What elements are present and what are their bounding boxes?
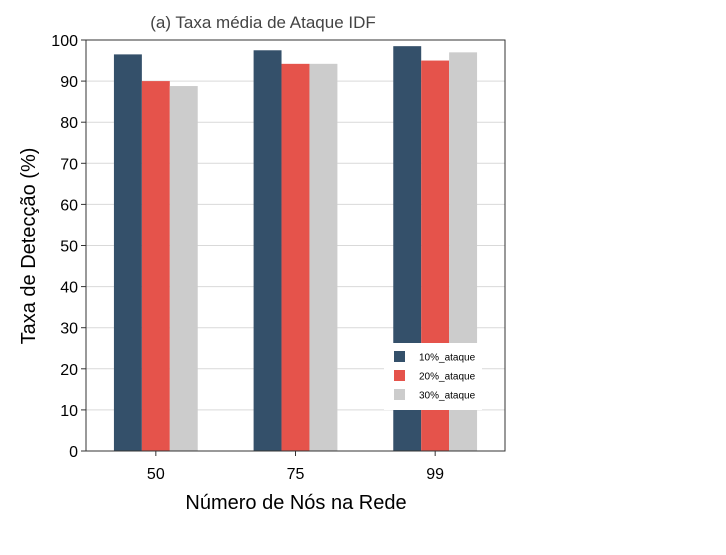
y-axis-label: Taxa de Detecção (%) bbox=[18, 148, 40, 345]
y-tick-label: 80 bbox=[60, 115, 78, 132]
legend-swatch bbox=[394, 389, 405, 400]
x-tick-label: 75 bbox=[287, 466, 305, 483]
x-tick-label: 50 bbox=[147, 466, 165, 483]
legend-swatch bbox=[394, 351, 405, 362]
legend-label: 30%_ataque bbox=[419, 391, 476, 402]
y-tick-label: 60 bbox=[60, 197, 78, 214]
chart-title: (a) Taxa média de Ataque IDF bbox=[150, 13, 376, 32]
legend-label: 20%_ataque bbox=[419, 372, 476, 383]
legend-swatch bbox=[394, 370, 405, 381]
bar bbox=[253, 50, 282, 452]
bar bbox=[141, 81, 170, 451]
bar bbox=[169, 86, 198, 452]
y-tick-label: 70 bbox=[60, 156, 78, 173]
y-tick-label: 100 bbox=[51, 33, 78, 50]
y-tick-label: 40 bbox=[60, 280, 78, 297]
y-tick-label: 0 bbox=[69, 444, 78, 461]
legend-label: 10%_ataque bbox=[419, 353, 476, 364]
y-axis-ticks: 0 10 20 30 40 50 60 70 80 90 100 bbox=[51, 33, 86, 461]
bar bbox=[309, 63, 338, 451]
y-tick-label: 30 bbox=[60, 321, 78, 338]
x-tick-label: 99 bbox=[426, 466, 444, 483]
bar bbox=[281, 63, 310, 451]
x-axis-ticks: 50 75 99 bbox=[147, 451, 444, 483]
y-tick-label: 10 bbox=[60, 403, 78, 420]
y-tick-label: 90 bbox=[60, 74, 78, 91]
bar bbox=[113, 54, 142, 451]
y-tick-label: 50 bbox=[60, 239, 78, 256]
legend: 10%_ataque 20%_ataque 30%_ataque bbox=[384, 343, 482, 410]
y-tick-label: 20 bbox=[60, 362, 78, 379]
x-axis-label: Número de Nós na Rede bbox=[185, 492, 406, 514]
